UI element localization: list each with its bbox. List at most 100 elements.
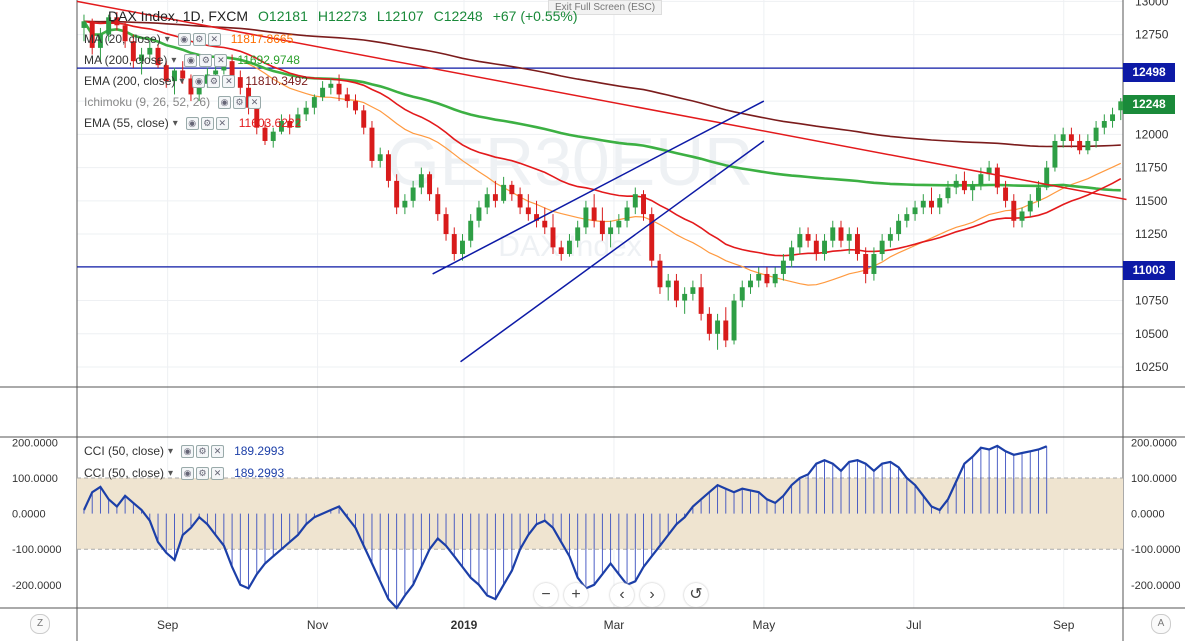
candle-body bbox=[929, 200, 934, 208]
candle-body bbox=[237, 77, 243, 88]
candle-body bbox=[583, 207, 589, 228]
close-icon[interactable]: ✕ bbox=[215, 116, 229, 130]
candle-body bbox=[410, 187, 416, 201]
gear-icon[interactable]: ⚙ bbox=[200, 116, 214, 130]
gear-icon[interactable]: ⚙ bbox=[192, 32, 206, 46]
candle-body bbox=[147, 47, 153, 55]
reset-icon[interactable]: ↺ bbox=[684, 583, 708, 607]
eye-icon[interactable]: ◉ bbox=[192, 74, 206, 88]
candle-body bbox=[163, 65, 169, 82]
candle-body bbox=[328, 83, 334, 88]
gear-icon[interactable]: ⚙ bbox=[199, 53, 213, 67]
price-tick-label: 10750 bbox=[1135, 294, 1169, 308]
close-icon[interactable]: ✕ bbox=[211, 444, 225, 458]
candle-body bbox=[484, 194, 490, 208]
legend-cci-1[interactable]: CCI (50, close) ▾ ◉ ⚙ ✕ 189.2993 bbox=[84, 444, 284, 458]
candle-body bbox=[525, 207, 531, 215]
trendline bbox=[432, 100, 765, 275]
scroll-forward-button[interactable]: › bbox=[640, 583, 664, 607]
legend-label: MA (200, close) bbox=[84, 53, 168, 67]
zoom-in-button[interactable]: + bbox=[564, 583, 588, 607]
candle-body bbox=[287, 121, 293, 128]
candle-body bbox=[854, 234, 860, 255]
candle-body bbox=[501, 184, 507, 201]
legend-cci-2[interactable]: CCI (50, close) ▾ ◉ ⚙ ✕ 189.2993 bbox=[84, 466, 284, 480]
legend-label: EMA (200, close) bbox=[84, 74, 176, 88]
candle-body bbox=[1110, 114, 1116, 122]
chevron-down-icon[interactable]: ▾ bbox=[168, 467, 174, 479]
legend-ma200[interactable]: MA (200, close) ▾ ◉ ⚙ ✕ 11692.9748 bbox=[84, 53, 300, 67]
candle-body bbox=[764, 273, 770, 284]
gear-icon[interactable]: ⚙ bbox=[207, 74, 221, 88]
eye-icon[interactable]: ◉ bbox=[218, 95, 232, 109]
cci-line bbox=[83, 444, 1048, 610]
candle-body bbox=[1101, 121, 1107, 128]
legend-ma20[interactable]: MA (20, close) ▾ ◉ ⚙ ✕ 11817.8665 bbox=[84, 32, 293, 46]
gear-icon[interactable]: ⚙ bbox=[196, 466, 210, 480]
candle-body bbox=[887, 234, 893, 241]
close-icon[interactable]: ✕ bbox=[222, 74, 236, 88]
legend-ichimoku[interactable]: Ichimoku (9, 26, 52, 26) ◉ ⚙ ✕ bbox=[84, 95, 262, 109]
candle-body bbox=[89, 21, 95, 48]
candle-body bbox=[270, 131, 276, 141]
price-label-resistance: 12498 bbox=[1123, 63, 1175, 82]
candle-body bbox=[739, 287, 745, 301]
candle-body bbox=[196, 83, 202, 95]
cci-tick-label: -200.0000 bbox=[1131, 580, 1181, 592]
legend-ema55[interactable]: EMA (55, close) ▾ ◉ ⚙ ✕ 11603.6222 bbox=[84, 116, 301, 130]
time-tick-label: Sep bbox=[157, 618, 179, 632]
legend-value: 11692.9748 bbox=[237, 53, 300, 67]
eye-icon[interactable]: ◉ bbox=[181, 466, 195, 480]
eye-icon[interactable]: ◉ bbox=[185, 116, 199, 130]
candle-body bbox=[731, 300, 737, 341]
exit-fullscreen-tooltip[interactable]: Exit Full Screen (ESC) bbox=[548, 0, 663, 15]
close-icon[interactable]: ✕ bbox=[214, 53, 228, 67]
symbol-title[interactable]: DAX Index, 1D, FXCM bbox=[108, 8, 249, 24]
candle-body bbox=[1085, 140, 1091, 151]
candle-body bbox=[1027, 200, 1033, 212]
price-tick-label: 13000 bbox=[1135, 0, 1169, 8]
candle-body bbox=[822, 240, 828, 255]
gear-icon[interactable]: ⚙ bbox=[233, 95, 247, 109]
candle-body bbox=[698, 287, 704, 314]
candle-body bbox=[303, 107, 309, 115]
candle-body bbox=[1044, 167, 1050, 188]
candle-body bbox=[130, 41, 136, 62]
chevron-down-icon[interactable]: ▾ bbox=[172, 117, 178, 129]
legend-value: 11603.6222 bbox=[238, 116, 302, 130]
chevron-down-icon[interactable]: ▾ bbox=[171, 54, 177, 66]
candle-body bbox=[945, 187, 951, 199]
gear-icon[interactable]: ⚙ bbox=[196, 444, 210, 458]
candle-body bbox=[632, 194, 638, 208]
candle-body bbox=[180, 70, 186, 79]
candle-body bbox=[558, 247, 564, 255]
candle-body bbox=[641, 194, 646, 215]
timezone-button[interactable]: Z bbox=[30, 614, 50, 634]
candle-body bbox=[1003, 187, 1009, 201]
scroll-back-button[interactable]: ‹ bbox=[610, 583, 634, 607]
candle-body bbox=[295, 114, 301, 128]
close-icon[interactable]: ✕ bbox=[248, 95, 262, 109]
candle-body bbox=[204, 74, 210, 84]
legend-ema200[interactable]: EMA (200, close) ▾ ◉ ⚙ ✕ 11810.3492 bbox=[84, 74, 308, 88]
auto-scale-button[interactable]: A bbox=[1151, 614, 1171, 634]
time-tick-label: Jul bbox=[906, 618, 921, 632]
chevron-down-icon[interactable]: ▾ bbox=[168, 445, 174, 457]
eye-icon[interactable]: ◉ bbox=[177, 32, 191, 46]
candle-body bbox=[353, 101, 358, 111]
candle-body bbox=[756, 273, 762, 281]
candle-body bbox=[838, 227, 844, 241]
chevron-down-icon[interactable]: ▾ bbox=[164, 33, 170, 45]
candle-body bbox=[278, 121, 284, 132]
candle-body bbox=[748, 280, 753, 288]
candle-body bbox=[427, 174, 433, 195]
legend-label: CCI (50, close) bbox=[84, 444, 165, 458]
chevron-down-icon[interactable]: ▾ bbox=[179, 75, 185, 87]
zoom-out-button[interactable]: − bbox=[534, 583, 558, 607]
close-icon[interactable]: ✕ bbox=[207, 32, 221, 46]
cci-tick-label-left: 200.0000 bbox=[12, 437, 58, 449]
close-icon[interactable]: ✕ bbox=[211, 466, 225, 480]
eye-icon[interactable]: ◉ bbox=[181, 444, 195, 458]
eye-icon[interactable]: ◉ bbox=[184, 53, 198, 67]
